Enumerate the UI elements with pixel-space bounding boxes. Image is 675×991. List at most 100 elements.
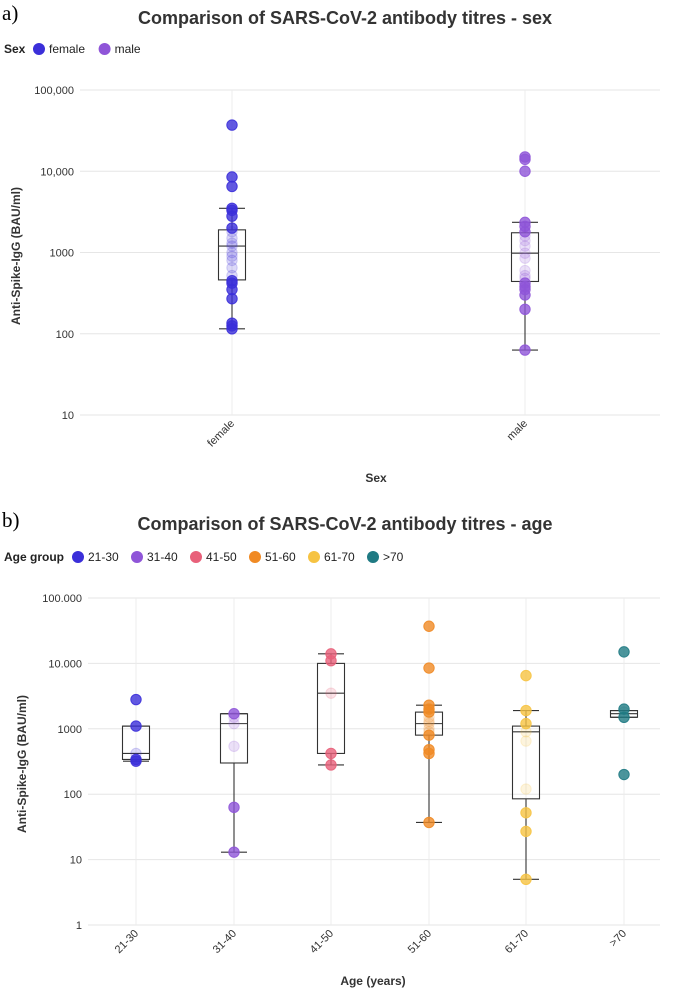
data-point[interactable] — [520, 873, 532, 885]
data-point[interactable] — [228, 801, 240, 814]
data-point[interactable] — [519, 234, 531, 247]
data-point[interactable] — [226, 119, 238, 131]
data-point[interactable] — [519, 165, 531, 177]
data-point[interactable] — [618, 646, 630, 658]
panel-label-a: a) — [2, 1, 18, 25]
data-point[interactable] — [130, 693, 142, 706]
points-female — [226, 119, 238, 335]
legend-item-41-50[interactable]: 41-50 — [190, 550, 237, 564]
legend-label-51-60: 51-60 — [265, 550, 296, 564]
boxplots-sex — [217, 207, 540, 351]
data-point[interactable] — [423, 711, 435, 723]
data-point[interactable] — [226, 210, 238, 222]
data-point[interactable] — [519, 230, 531, 242]
gridlines-age — [88, 597, 660, 926]
data-point[interactable] — [519, 303, 531, 315]
y-tick-label: 100,000 — [34, 85, 74, 97]
data-point[interactable] — [325, 747, 337, 760]
data-point[interactable] — [423, 715, 435, 728]
data-point[interactable] — [228, 717, 240, 730]
data-point[interactable] — [325, 687, 337, 699]
data-point[interactable] — [519, 344, 531, 356]
data-point[interactable] — [519, 252, 531, 264]
legend-item-male[interactable]: male — [98, 42, 141, 56]
legend-item-61-70[interactable]: 61-70 — [308, 550, 355, 564]
x-tick-label-61-70: 61-70 — [503, 928, 531, 956]
data-point[interactable] — [520, 717, 532, 730]
data-point[interactable] — [226, 240, 238, 252]
legend-item-female[interactable]: female — [33, 42, 85, 56]
y-tick-label: 10 — [62, 410, 74, 422]
data-point[interactable] — [226, 246, 238, 259]
data-point[interactable] — [228, 711, 240, 723]
data-point[interactable] — [226, 226, 238, 238]
data-point[interactable] — [226, 237, 238, 249]
data-point[interactable] — [130, 755, 142, 767]
data-point[interactable] — [423, 747, 435, 760]
data-point[interactable] — [325, 759, 337, 771]
data-point[interactable] — [423, 729, 435, 741]
data-point[interactable] — [519, 240, 531, 252]
data-point[interactable] — [423, 816, 435, 829]
data-point[interactable] — [520, 783, 532, 795]
legend-title-sex: Sex — [4, 42, 26, 56]
data-point[interactable] — [226, 293, 238, 305]
legend-label-over-70: >70 — [383, 550, 404, 564]
points-61-70 — [520, 669, 532, 885]
y-tick-labels-sex: 10 100 1000 10,000 100,000 — [34, 85, 74, 422]
data-point[interactable] — [423, 717, 435, 730]
data-point[interactable] — [519, 289, 531, 301]
data-point[interactable] — [226, 262, 238, 274]
x-axis-label-sex: Sex — [365, 471, 387, 485]
data-point[interactable] — [228, 708, 240, 720]
points-sex — [226, 119, 531, 356]
data-point[interactable] — [519, 226, 531, 238]
points-41-50 — [325, 648, 337, 771]
chart-title-age: Comparison of SARS-CoV-2 antibody titres… — [137, 514, 552, 534]
data-point[interactable] — [226, 250, 238, 262]
y-tick-label: 100 — [64, 789, 82, 801]
legend-item-31-40[interactable]: 31-40 — [131, 550, 178, 564]
legend-sex: Sex female male — [4, 42, 141, 56]
data-point[interactable] — [520, 735, 532, 747]
data-point[interactable] — [520, 825, 532, 838]
boxplots-age — [121, 653, 639, 880]
data-point[interactable] — [228, 846, 240, 858]
data-point[interactable] — [520, 669, 532, 682]
data-point[interactable] — [519, 264, 531, 277]
legend-swatch-31-40 — [131, 551, 143, 563]
points-21-30 — [130, 693, 142, 767]
data-point[interactable] — [226, 232, 238, 244]
x-tick-labels-sex: female male — [205, 418, 530, 450]
legend-item-51-60[interactable]: 51-60 — [249, 550, 296, 564]
data-point[interactable] — [226, 180, 238, 193]
data-point[interactable] — [520, 704, 532, 717]
x-tick-label-51-60: 51-60 — [406, 928, 434, 956]
data-point[interactable] — [423, 620, 435, 632]
data-point[interactable] — [423, 706, 435, 718]
data-point[interactable] — [519, 247, 531, 259]
data-point[interactable] — [520, 807, 532, 819]
data-point[interactable] — [226, 323, 238, 335]
data-point[interactable] — [520, 726, 532, 738]
data-point[interactable] — [618, 768, 630, 781]
data-point[interactable] — [130, 720, 142, 732]
data-point[interactable] — [519, 153, 531, 166]
data-point[interactable] — [423, 662, 435, 674]
data-point[interactable] — [226, 171, 238, 183]
y-tick-label: 100.000 — [42, 593, 82, 605]
data-point[interactable] — [228, 740, 240, 753]
legend-item-21-30[interactable]: 21-30 — [72, 550, 119, 564]
data-point[interactable] — [325, 654, 337, 667]
legend-item-over-70[interactable]: >70 — [367, 550, 404, 564]
y-axis-label-sex: Anti-Spike-IgG (BAU/ml) — [9, 187, 23, 325]
data-point[interactable] — [226, 254, 238, 267]
legend-title-age: Age group — [4, 550, 64, 564]
y-tick-label: 1000 — [50, 248, 74, 260]
gridlines-sex — [80, 89, 660, 416]
y-tick-label: 10,000 — [40, 166, 74, 178]
y-tick-label: 100 — [56, 329, 74, 341]
data-point[interactable] — [226, 222, 238, 234]
data-point[interactable] — [618, 711, 630, 723]
